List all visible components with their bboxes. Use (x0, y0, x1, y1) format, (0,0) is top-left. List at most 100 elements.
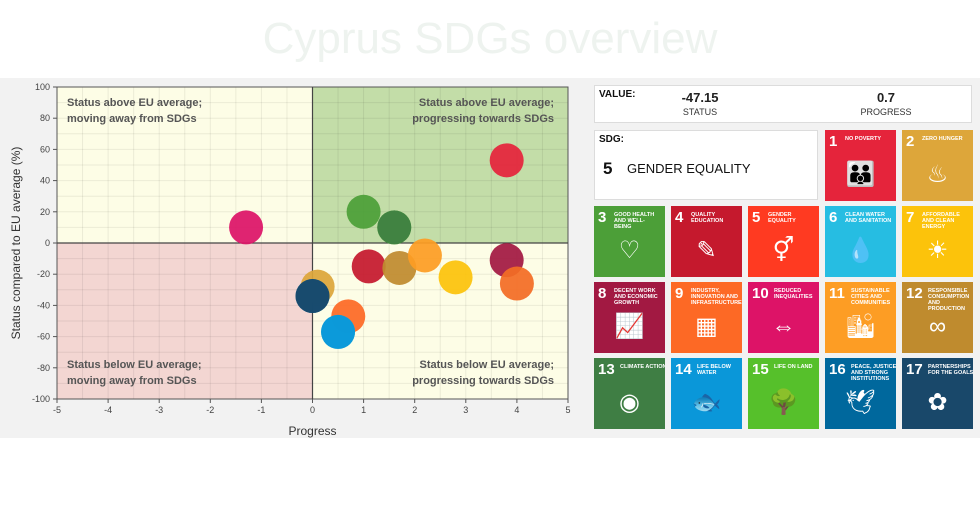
selected-sdg-box: SDG: 5 GENDER EQUALITY (594, 130, 818, 200)
y-tick-label: -60 (37, 332, 50, 342)
page-title: Cyprus SDGs overview (262, 14, 718, 63)
y-tick-label: 0 (45, 238, 50, 248)
sdg-tile-9[interactable]: 9 INDUSTRY, INNOVATION AND INFRASTRUCTURE… (671, 282, 742, 353)
status-metric: -47.15 STATUS (655, 90, 745, 117)
family-icon: 👪 (845, 161, 876, 188)
y-tick-label: -20 (37, 269, 50, 279)
eye-globe-icon: ◉ (619, 389, 640, 416)
sdg-tile-2[interactable]: 2 ZERO HUNGER ♨ (902, 130, 973, 201)
sdg-tile-number: 8 (598, 285, 607, 302)
dove-icon: 🕊 (845, 389, 876, 416)
sdg-tile-number: 9 (675, 285, 684, 302)
data-point-sdg-13 (377, 210, 412, 245)
x-tick-label: -4 (104, 405, 112, 415)
value-label: VALUE: (599, 89, 636, 100)
sdg-tile-11[interactable]: 11 SUSTAINABLE CITIES AND COMMUNITIES 🏙 (825, 282, 896, 353)
city-icon: 🏙 (845, 313, 876, 340)
y-tick-label: 80 (40, 113, 50, 123)
x-tick-label: 3 (463, 405, 468, 415)
x-tick-label: -2 (206, 405, 214, 415)
tree-icon: 🌳 (768, 389, 799, 416)
sdg-tile-1[interactable]: 1 NO POVERTY 👪 (825, 130, 896, 201)
water-drop-icon: 💧 (845, 237, 876, 264)
sdg-tile-name: QUALITY EDUCATION (691, 212, 724, 224)
y-axis-label: Status compared to EU average (%) (9, 147, 23, 340)
data-point-sdg-17 (295, 279, 330, 314)
quadrant-label: moving away from SDGs (67, 113, 197, 125)
quadrant-label: Status below EU average; (67, 359, 202, 371)
sdg-tile-16[interactable]: 16 PEACE, JUSTICE AND STRONG INSTITUTIONS… (825, 358, 896, 429)
y-tick-label: 60 (40, 144, 50, 154)
scatter-chart: -5 -4 -3 -2 -1 0 1 2 3 4 5 -100 -80 -60 -40 -20 0 20 40 60 8… (9, 82, 571, 438)
heartbeat-icon: ♡ (618, 237, 641, 264)
y-tick-label: 20 (40, 207, 50, 217)
growth-chart-icon: 📈 (614, 313, 645, 340)
data-point-sdg-3 (346, 194, 381, 229)
sdg-label: SDG: (599, 134, 624, 145)
sdg-tile-10[interactable]: 10 REDUCED INEQUALITIES ⇔ (748, 282, 819, 353)
cubes-icon: ▦ (695, 313, 718, 340)
status-caption: STATUS (682, 107, 718, 117)
sdg-tile-number: 3 (598, 209, 607, 226)
sdg-tile-8[interactable]: 8 DECENT WORK AND ECONOMIC GROWTH 📈 (594, 282, 665, 353)
sdg-tile-7[interactable]: 7 AFFORDABLE AND CLEAN ENERGY ☀ (902, 206, 973, 277)
quadrant-label: Status below EU average; (420, 359, 555, 371)
sdg-tile-4[interactable]: 4 QUALITY EDUCATION ✎ (671, 206, 742, 277)
x-tick-label: 1 (361, 405, 366, 415)
value-box: VALUE: -47.15 STATUS 0.7 PROGRESS (594, 85, 972, 123)
y-tick-label: 40 (40, 176, 50, 186)
sdg-tile-number: 15 (752, 361, 769, 378)
x-tick-label: 0 (310, 405, 315, 415)
sdg-tile-name: CLEAN WATER AND SANITATION (845, 212, 892, 224)
sdg-tile-name: PEACE, JUSTICE AND STRONG INSTITUTIONS (851, 364, 896, 382)
infinity-icon: ∞ (928, 313, 947, 340)
sdg-tile-6[interactable]: 6 CLEAN WATER AND SANITATION 💧 (825, 206, 896, 277)
y-tick-label: 100 (35, 82, 50, 92)
sdg-tile-name: INDUSTRY, INNOVATION AND INFRASTRUCTURE (691, 288, 742, 306)
sdg-tile-name: GENDER EQUALITY (768, 212, 796, 224)
sdg-tile-3[interactable]: 3 GOOD HEALTH AND WELL-BEING ♡ (594, 206, 665, 277)
sdg-tile-name: DECENT WORK AND ECONOMIC GROWTH (614, 288, 658, 306)
sdg-tile-name: AFFORDABLE AND CLEAN ENERGY (922, 212, 960, 230)
sdg-tile-number: 16 (829, 361, 846, 378)
sdg-panel: VALUE: -47.15 STATUS 0.7 PROGRESS SDG: 5… (586, 78, 980, 438)
sun-icon: ☀ (926, 237, 949, 264)
sdg-tile-17[interactable]: 17 PARTNERSHIPS FOR THE GOALS ✿ (902, 358, 973, 429)
x-axis-label: Progress (288, 424, 336, 438)
data-point-sdg-4 (351, 249, 386, 284)
sdg-tile-number: 4 (675, 209, 684, 226)
data-point-sdg-12 (382, 250, 417, 285)
sdg-tile-number: 12 (906, 285, 923, 302)
progress-caption: PROGRESS (860, 107, 912, 117)
sdg-tile-13[interactable]: 13 CLIMATE ACTION ◉ (594, 358, 665, 429)
quadrant-label: Status above EU average; (67, 97, 202, 109)
sdg-tile-name: LIFE BELOW WATER (697, 364, 731, 376)
x-tick-label: -1 (257, 405, 265, 415)
quadrant-label: Status above EU average; (419, 97, 554, 109)
book-icon: ✎ (696, 237, 717, 264)
sdg-tile-5[interactable]: 5 GENDER EQUALITY ⚥ (748, 206, 819, 277)
sdg-tile-number: 11 (829, 285, 845, 302)
sdg-tile-number: 1 (829, 133, 838, 150)
y-tick-label: -80 (37, 363, 50, 373)
sdg-tile-12[interactable]: 12 RESPONSIBLE CONSUMPTION AND PRODUCTION… (902, 282, 973, 353)
sdg-tile-14[interactable]: 14 LIFE BELOW WATER 🐟 (671, 358, 742, 429)
y-tick-label: -100 (32, 394, 50, 404)
fish-icon: 🐟 (691, 389, 722, 416)
data-point-sdg-7 (438, 260, 473, 295)
progress-metric: 0.7 PROGRESS (841, 90, 931, 117)
bowl-icon: ♨ (926, 161, 949, 188)
equals-icon: ⇔ (771, 313, 796, 340)
sdg-tile-name: REDUCED INEQUALITIES (774, 288, 813, 300)
sdg-tile-name: NO POVERTY (845, 136, 882, 142)
quadrant-label: progressing towards SDGs (412, 375, 554, 387)
sdg-tile-15[interactable]: 15 LIFE ON LAND 🌳 (748, 358, 819, 429)
selected-sdg-name: GENDER EQUALITY (627, 161, 751, 176)
sdg-tile-number: 5 (752, 209, 761, 226)
quadrant-bottom-left (57, 243, 313, 399)
sdg-tile-number: 17 (906, 361, 923, 378)
sdg-tile-name: GOOD HEALTH AND WELL-BEING (614, 212, 655, 230)
selected-sdg-number: 5 (603, 159, 613, 178)
x-tick-label: 4 (514, 405, 519, 415)
sdg-tile-name: ZERO HUNGER (922, 136, 963, 142)
